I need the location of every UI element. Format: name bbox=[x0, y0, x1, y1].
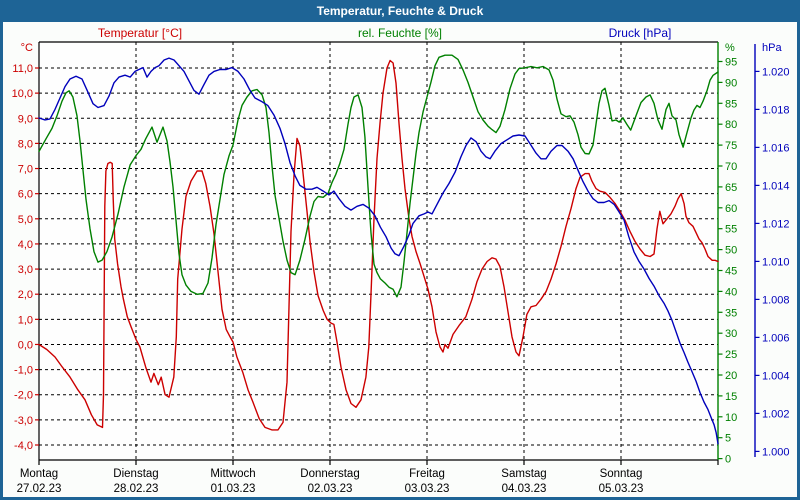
series-header-label: Druck [hPa] bbox=[609, 26, 672, 40]
temp-tick-label: 4,0 bbox=[18, 239, 33, 251]
temp-tick-label: 9,0 bbox=[18, 113, 33, 125]
humidity-tick-label: 5 bbox=[725, 433, 731, 445]
humidity-tick-label: 30 bbox=[725, 328, 737, 340]
pressure-tick-label: 1.002 bbox=[762, 408, 790, 420]
day-date-label: 02.03.23 bbox=[308, 483, 353, 495]
humidity-tick-label: 0 bbox=[725, 454, 731, 466]
humidity-tick-label: 20 bbox=[725, 370, 737, 382]
pressure-tick-label: 1.004 bbox=[762, 370, 790, 382]
temp-tick-label: -4,0 bbox=[14, 440, 33, 452]
humidity-tick-label: 80 bbox=[725, 119, 737, 131]
humidity-tick-label: 90 bbox=[725, 77, 737, 89]
humidity-tick-label: 35 bbox=[725, 307, 737, 319]
temp-tick-label: 6,0 bbox=[18, 189, 33, 201]
plot-area bbox=[39, 42, 718, 460]
pressure-tick-label: 1.008 bbox=[762, 294, 790, 306]
temp-tick-label: 5,0 bbox=[18, 214, 33, 226]
day-name-label: Samstag bbox=[501, 468, 546, 480]
day-name-label: Mittwoch bbox=[210, 468, 255, 480]
day-date-label: 01.03.23 bbox=[211, 483, 256, 495]
temp-tick-label: 1,0 bbox=[18, 314, 33, 326]
temp-tick-label: 11,0 bbox=[12, 63, 33, 75]
pressure-tick-label: 1.012 bbox=[762, 218, 790, 230]
day-date-label: 27.02.23 bbox=[17, 483, 62, 495]
humidity-tick-label: 10 bbox=[725, 412, 737, 424]
window-title: Temperatur, Feuchte & Druck bbox=[316, 4, 484, 18]
pressure-axis-unit: hPa bbox=[762, 42, 782, 54]
pressure-tick-label: 1.014 bbox=[762, 180, 790, 192]
temp-tick-label: 7,0 bbox=[18, 164, 33, 176]
temp-tick-label: 10,0 bbox=[12, 88, 33, 100]
humidity-tick-label: 15 bbox=[725, 391, 737, 403]
series-header-label: Temperatur [°C] bbox=[98, 26, 182, 40]
day-name-label: Dienstag bbox=[113, 468, 158, 480]
day-name-label: Montag bbox=[20, 468, 58, 480]
temp-tick-label: 8,0 bbox=[18, 138, 33, 150]
day-date-label: 04.03.23 bbox=[502, 483, 547, 495]
temp-tick-label: -3,0 bbox=[14, 415, 33, 427]
temp-tick-label: -1,0 bbox=[14, 365, 33, 377]
day-date-label: 03.03.23 bbox=[405, 483, 450, 495]
temp-tick-label: 3,0 bbox=[18, 264, 33, 276]
humidity-tick-label: 95 bbox=[725, 57, 737, 69]
temp-axis-unit: °C bbox=[21, 42, 33, 54]
temp-tick-label: -2,0 bbox=[14, 390, 33, 402]
humidity-tick-label: 40 bbox=[725, 286, 737, 298]
curve-humidity bbox=[38, 54, 719, 298]
pressure-tick-label: 1.006 bbox=[762, 332, 790, 344]
humidity-tick-label: 45 bbox=[725, 266, 737, 278]
curve-pressure bbox=[38, 57, 719, 445]
series-header-label: rel. Feuchte [%] bbox=[358, 26, 442, 40]
humidity-tick-label: 55 bbox=[725, 224, 737, 236]
day-name-label: Freitag bbox=[409, 468, 445, 480]
pressure-tick-label: 1.010 bbox=[762, 256, 790, 268]
day-date-label: 28.02.23 bbox=[114, 483, 159, 495]
temp-tick-label: 0,0 bbox=[18, 339, 33, 351]
titlebar: Temperatur, Feuchte & Druck bbox=[3, 0, 797, 22]
humidity-tick-label: 70 bbox=[725, 161, 737, 173]
pressure-tick-label: 1.016 bbox=[762, 142, 790, 154]
pressure-tick-label: 1.018 bbox=[762, 104, 790, 116]
humidity-tick-label: 85 bbox=[725, 98, 737, 110]
curve-temperature bbox=[38, 59, 719, 431]
humidity-tick-label: 50 bbox=[725, 245, 737, 257]
humidity-tick-label: 75 bbox=[725, 140, 737, 152]
day-date-label: 05.03.23 bbox=[599, 483, 644, 495]
humidity-tick-label: 60 bbox=[725, 203, 737, 215]
day-name-label: Donnerstag bbox=[300, 468, 359, 480]
humidity-axis-unit: % bbox=[725, 42, 735, 54]
temp-tick-label: 2,0 bbox=[18, 289, 33, 301]
day-name-label: Sonntag bbox=[600, 468, 643, 480]
pressure-tick-label: 1.000 bbox=[762, 446, 790, 458]
humidity-tick-label: 65 bbox=[725, 182, 737, 194]
humidity-tick-label: 25 bbox=[725, 349, 737, 361]
pressure-tick-label: 1.020 bbox=[762, 66, 790, 78]
